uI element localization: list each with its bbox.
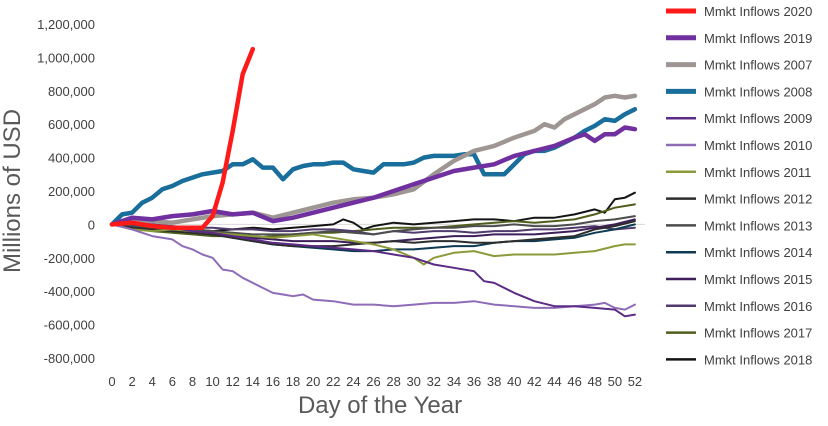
legend: Mmkt Inflows 2020 Mmkt Inflows 2019 Mmkt I… xyxy=(666,4,812,367)
y-tick-label: 800,000 xyxy=(48,84,95,99)
x-tick-label: 50 xyxy=(608,374,622,389)
x-tick-label: 34 xyxy=(447,374,461,389)
x-tick-label: 20 xyxy=(306,374,320,389)
x-tick-label: 12 xyxy=(225,374,239,389)
legend-label: Mmkt Inflows 2015 xyxy=(704,272,812,287)
x-tick-label: 52 xyxy=(628,374,642,389)
legend-label: Mmkt Inflows 2018 xyxy=(704,352,812,367)
series-line-mmkt-inflows-2010 xyxy=(111,223,636,311)
y-tick-label: 1,000,000 xyxy=(37,50,95,65)
y-tick-label: 200,000 xyxy=(48,184,95,199)
x-tick-label: 14 xyxy=(246,374,260,389)
legend-label: Mmkt Inflows 2019 xyxy=(704,31,812,46)
x-tick-label: 2 xyxy=(128,374,135,389)
x-tick-label: 40 xyxy=(507,374,521,389)
x-tick-label: 22 xyxy=(326,374,340,389)
y-tick-label: -400,000 xyxy=(44,284,95,299)
series-line-mmkt-inflows-2012 xyxy=(111,220,636,248)
x-tick-label: 26 xyxy=(366,374,380,389)
legend-label: Mmkt Inflows 2008 xyxy=(704,84,812,99)
legend-label: Mmkt Inflows 2016 xyxy=(704,299,812,314)
y-tick-label: 600,000 xyxy=(48,117,95,132)
x-tick-label: 4 xyxy=(149,374,156,389)
x-tick-label: 42 xyxy=(527,374,541,389)
legend-label: Mmkt Inflows 2017 xyxy=(704,326,812,341)
legend-label: Mmkt Inflows 2010 xyxy=(704,138,812,153)
x-tick-label: 10 xyxy=(205,374,219,389)
series-line-mmkt-inflows-2020 xyxy=(109,46,256,230)
x-tick-label: 46 xyxy=(567,374,581,389)
y-tick-label: -600,000 xyxy=(44,318,95,333)
x-tick-label: 30 xyxy=(406,374,420,389)
x-tick-label: 0 xyxy=(108,374,115,389)
x-tick-label: 8 xyxy=(189,374,196,389)
y-axis-title: Millions of USD xyxy=(0,109,26,273)
x-tick-label: 38 xyxy=(487,374,501,389)
legend-label: Mmkt Inflows 2014 xyxy=(704,245,812,260)
series-line-mmkt-inflows-2009 xyxy=(111,221,636,318)
x-tick-label: 18 xyxy=(286,374,300,389)
series-line-mmkt-inflows-2013 xyxy=(111,215,636,236)
axis-layer: -800,000 -600,000 -400,000 -200,000 0 200,000… xyxy=(37,17,645,389)
y-tick-label: 1,200,000 xyxy=(37,17,95,32)
series-line-mmkt-inflows-2017 xyxy=(111,203,636,239)
x-tick-label: 48 xyxy=(587,374,601,389)
y-tick-label: -200,000 xyxy=(44,251,95,266)
series-line-mmkt-inflows-2019 xyxy=(109,125,638,227)
y-tick-label: 0 xyxy=(88,217,95,232)
legend-label: Mmkt Inflows 2012 xyxy=(704,192,812,207)
x-tick-label: 6 xyxy=(169,374,176,389)
x-tick-label: 16 xyxy=(266,374,280,389)
y-tick-label: 400,000 xyxy=(48,151,95,166)
series-line-mmkt-inflows-2007 xyxy=(109,93,638,227)
x-tick-label: 28 xyxy=(386,374,400,389)
series-layer xyxy=(109,46,638,318)
legend-label: Mmkt Inflows 2020 xyxy=(704,4,812,19)
legend-label: Mmkt Inflows 2009 xyxy=(704,111,812,126)
x-tick-label: 24 xyxy=(346,374,360,389)
x-tick-label: 36 xyxy=(467,374,481,389)
x-tick-label: 44 xyxy=(547,374,561,389)
x-tick-label: 32 xyxy=(427,374,441,389)
legend-label: Mmkt Inflows 2007 xyxy=(704,58,812,73)
y-tick-label: -800,000 xyxy=(44,351,95,366)
x-axis-title: Day of the Year xyxy=(298,392,462,419)
legend-label: Mmkt Inflows 2013 xyxy=(704,218,812,233)
legend-label: Mmkt Inflows 2011 xyxy=(704,165,811,180)
